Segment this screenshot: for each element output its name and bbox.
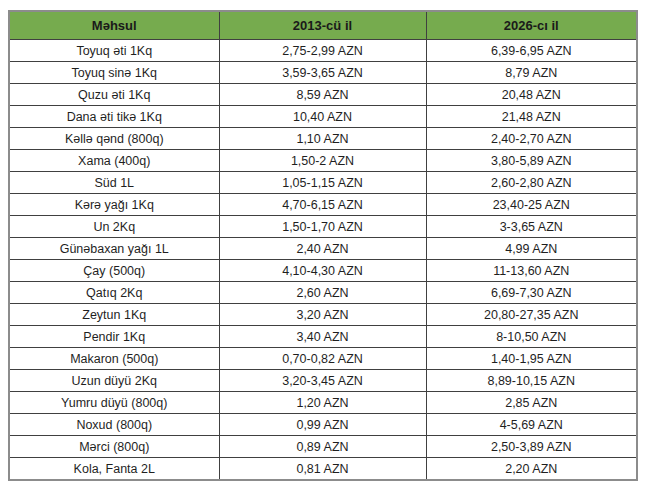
price-2026-cell: 20,48 AZN (426, 84, 637, 106)
header-product: Məhsul (9, 11, 219, 40)
product-cell: Günəbaxan yağı 1L (9, 238, 219, 260)
table-row: Pendir 1Kq3,40 AZN8-10,50 AZN (9, 326, 637, 348)
price-2026-cell: 8,89-10,15 AZN (426, 370, 637, 392)
table-row: Un 2Kq1,50-1,70 AZN3-3,65 AZN (9, 216, 637, 238)
table-row: Kərə yağı 1Kq4,70-6,15 AZN23,40-25 AZN (9, 194, 637, 216)
product-cell: Kəllə qənd (800q) (9, 128, 219, 150)
price-2013-cell: 0,99 AZN (219, 414, 426, 436)
price-2013-cell: 2,40 AZN (219, 238, 426, 260)
price-2013-cell: 3,20-3,45 AZN (219, 370, 426, 392)
price-2026-cell: 3-3,65 AZN (426, 216, 637, 238)
price-2013-cell: 3,59-3,65 AZN (219, 62, 426, 84)
price-2013-cell: 1,50-1,70 AZN (219, 216, 426, 238)
price-2026-cell: 3,80-5,89 AZN (426, 150, 637, 172)
header-year-2013: 2013-cü il (219, 11, 426, 40)
product-cell: Makaron (500q) (9, 348, 219, 370)
price-2026-cell: 8-10,50 AZN (426, 326, 637, 348)
price-2026-cell: 6,69-7,30 AZN (426, 282, 637, 304)
table-header: Məhsul 2013-cü il 2026-cı il (9, 11, 637, 40)
product-cell: Zeytun 1Kq (9, 304, 219, 326)
table-row: Xama (400q)1,50-2 AZN3,80-5,89 AZN (9, 150, 637, 172)
product-cell: Pendir 1Kq (9, 326, 219, 348)
price-2026-cell: 1,40-1,95 AZN (426, 348, 637, 370)
table-row: Yumru düyü (800q)1,20 AZN2,85 AZN (9, 392, 637, 414)
price-2013-cell: 8,59 AZN (219, 84, 426, 106)
table-row: Dana əti tikə 1Kq10,40 AZN21,48 AZN (9, 106, 637, 128)
table-row: Qatıq 2Kq2,60 AZN6,69-7,30 AZN (9, 282, 637, 304)
price-2013-cell: 1,20 AZN (219, 392, 426, 414)
price-2026-cell: 8,79 AZN (426, 62, 637, 84)
price-2013-cell: 0,89 AZN (219, 436, 426, 458)
product-cell: Yumru düyü (800q) (9, 392, 219, 414)
price-2013-cell: 3,20 AZN (219, 304, 426, 326)
table-row: Makaron (500q)0,70-0,82 AZN1,40-1,95 AZN (9, 348, 637, 370)
price-2013-cell: 1,50-2 AZN (219, 150, 426, 172)
table-row: Zeytun 1Kq3,20 AZN20,80-27,35 AZN (9, 304, 637, 326)
header-row: Məhsul 2013-cü il 2026-cı il (9, 11, 637, 40)
table-row: Uzun düyü 2Kq3,20-3,45 AZN8,89-10,15 AZN (9, 370, 637, 392)
product-cell: Quzu əti 1Kq (9, 84, 219, 106)
price-2013-cell: 2,75-2,99 AZN (219, 40, 426, 62)
price-comparison-table: Məhsul 2013-cü il 2026-cı il Toyuq əti 1… (8, 10, 638, 481)
product-cell: Mərci (800q) (9, 436, 219, 458)
price-2026-cell: 2,20 AZN (426, 458, 637, 481)
product-cell: Toyuq sinə 1Kq (9, 62, 219, 84)
table-row: Mərci (800q)0,89 AZN2,50-3,89 AZN (9, 436, 637, 458)
price-2013-cell: 1,10 AZN (219, 128, 426, 150)
price-2013-cell: 0,70-0,82 AZN (219, 348, 426, 370)
table-row: Toyuq sinə 1Kq3,59-3,65 AZN8,79 AZN (9, 62, 637, 84)
price-2013-cell: 1,05-1,15 AZN (219, 172, 426, 194)
price-2013-cell: 10,40 AZN (219, 106, 426, 128)
header-year-2026: 2026-cı il (426, 11, 637, 40)
product-cell: Qatıq 2Kq (9, 282, 219, 304)
price-2026-cell: 23,40-25 AZN (426, 194, 637, 216)
product-cell: Süd 1L (9, 172, 219, 194)
table-row: Çay (500q)4,10-4,30 AZN11-13,60 AZN (9, 260, 637, 282)
table-body: Toyuq əti 1Kq2,75-2,99 AZN6,39-6,95 AZNT… (9, 40, 637, 481)
product-cell: Kola, Fanta 2L (9, 458, 219, 481)
table-row: Süd 1L1,05-1,15 AZN2,60-2,80 AZN (9, 172, 637, 194)
price-2026-cell: 4-5,69 AZN (426, 414, 637, 436)
product-cell: Kərə yağı 1Kq (9, 194, 219, 216)
price-2013-cell: 3,40 AZN (219, 326, 426, 348)
product-cell: Uzun düyü 2Kq (9, 370, 219, 392)
product-cell: Dana əti tikə 1Kq (9, 106, 219, 128)
table-row: Kəllə qənd (800q)1,10 AZN2,40-2,70 AZN (9, 128, 637, 150)
product-cell: Çay (500q) (9, 260, 219, 282)
price-2026-cell: 2,50-3,89 AZN (426, 436, 637, 458)
price-2013-cell: 4,10-4,30 AZN (219, 260, 426, 282)
document-page: Məhsul 2013-cü il 2026-cı il Toyuq əti 1… (0, 0, 650, 491)
product-cell: Un 2Kq (9, 216, 219, 238)
price-2026-cell: 21,48 AZN (426, 106, 637, 128)
price-2026-cell: 4,99 AZN (426, 238, 637, 260)
price-2026-cell: 20,80-27,35 AZN (426, 304, 637, 326)
price-2013-cell: 0,81 AZN (219, 458, 426, 481)
table-row: Noxud (800q)0,99 AZN4-5,69 AZN (9, 414, 637, 436)
price-2026-cell: 2,60-2,80 AZN (426, 172, 637, 194)
price-2026-cell: 2,40-2,70 AZN (426, 128, 637, 150)
price-2026-cell: 2,85 AZN (426, 392, 637, 414)
product-cell: Toyuq əti 1Kq (9, 40, 219, 62)
price-2026-cell: 6,39-6,95 AZN (426, 40, 637, 62)
table-row: Günəbaxan yağı 1L2,40 AZN4,99 AZN (9, 238, 637, 260)
price-2013-cell: 4,70-6,15 AZN (219, 194, 426, 216)
table-row: Kola, Fanta 2L0,81 AZN2,20 AZN (9, 458, 637, 481)
product-cell: Noxud (800q) (9, 414, 219, 436)
table-row: Toyuq əti 1Kq2,75-2,99 AZN6,39-6,95 AZN (9, 40, 637, 62)
table-row: Quzu əti 1Kq8,59 AZN20,48 AZN (9, 84, 637, 106)
price-2013-cell: 2,60 AZN (219, 282, 426, 304)
product-cell: Xama (400q) (9, 150, 219, 172)
price-2026-cell: 11-13,60 AZN (426, 260, 637, 282)
